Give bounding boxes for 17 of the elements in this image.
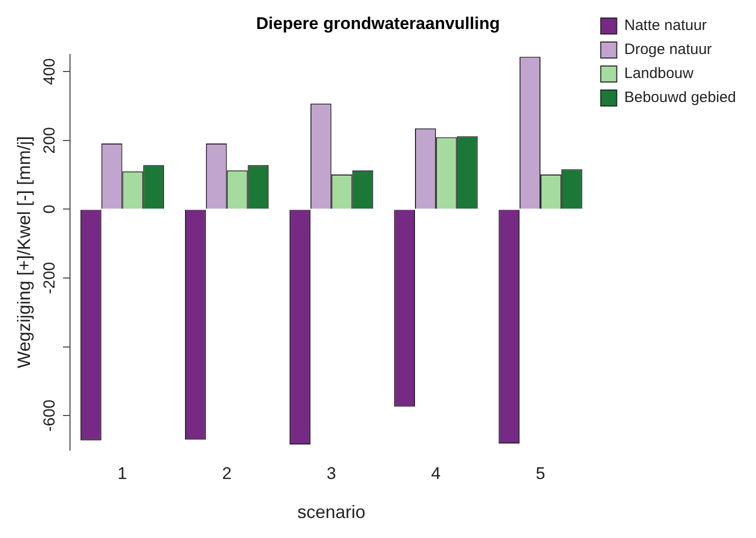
y-tick-label: -600 bbox=[41, 399, 58, 432]
legend-label: Natte natuur bbox=[624, 17, 707, 34]
x-tick-label: 3 bbox=[326, 464, 336, 483]
y-tick-label: 0 bbox=[41, 204, 58, 214]
chart-title: Diepere grondwateraanvulling bbox=[256, 14, 500, 33]
legend-label: Bebouwd gebied bbox=[624, 89, 736, 106]
y-axis-title: Wegzijging [+]/Kwel [-] [mm/j] bbox=[14, 136, 34, 368]
x-tick-label: 4 bbox=[431, 464, 441, 483]
y-tick-label: 400 bbox=[41, 58, 58, 85]
legend-label: Droge natuur bbox=[624, 41, 712, 58]
x-tick-label: 1 bbox=[118, 464, 128, 483]
y-tick-label: -200 bbox=[41, 262, 58, 294]
legend-label: Landbouw bbox=[624, 65, 694, 82]
y-tick-label: 200 bbox=[41, 126, 58, 154]
x-tick-label: 5 bbox=[536, 464, 546, 483]
x-axis-title: scenario bbox=[297, 502, 366, 522]
x-tick-label: 2 bbox=[222, 464, 232, 483]
